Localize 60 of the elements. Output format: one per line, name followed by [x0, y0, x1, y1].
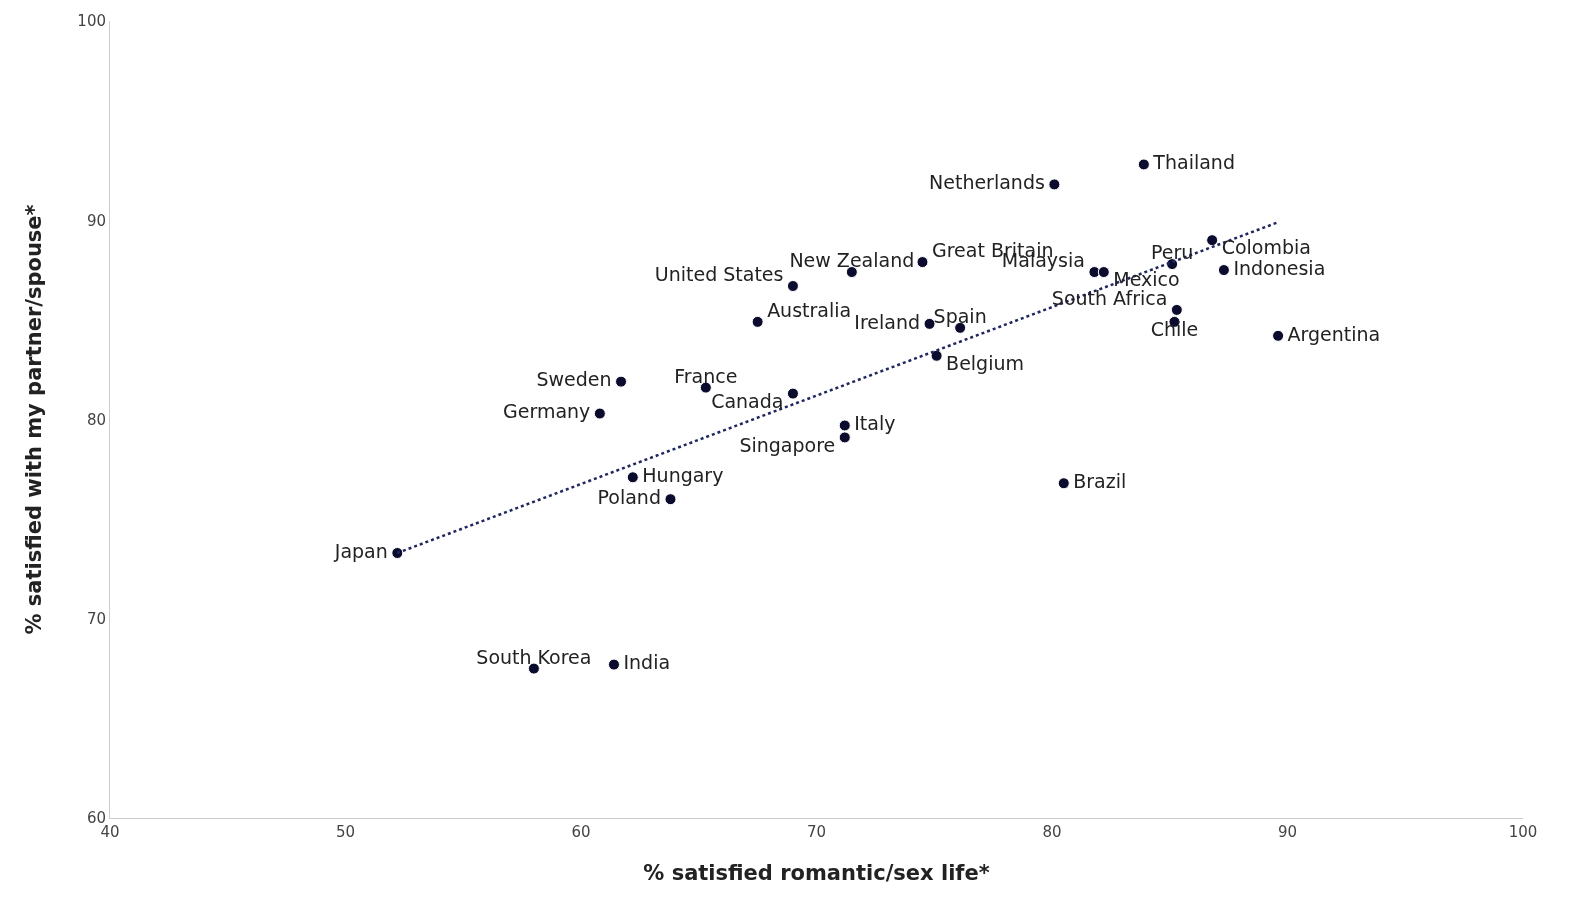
annotation: New Zealand [789, 249, 915, 272]
annotation: Ireland [854, 310, 921, 333]
annotation: Poland [588, 485, 671, 508]
x-tick-label: 80 [1042, 823, 1062, 841]
point [838, 419, 851, 432]
annotation: France [664, 364, 747, 387]
point [664, 493, 677, 506]
annotation: South Korea [466, 645, 601, 668]
y-axis-title: % satisfied with my partner/spouse* [21, 204, 46, 635]
point [1097, 266, 1110, 279]
point [838, 431, 851, 444]
point [916, 256, 929, 269]
x-tick-label: 40 [100, 823, 120, 841]
annotation: Germany [493, 400, 600, 423]
annotation: Canada [701, 389, 793, 412]
point [751, 315, 764, 328]
x-tick-label: 60 [571, 823, 591, 841]
point [1217, 264, 1230, 277]
point [1170, 303, 1183, 316]
point [626, 471, 639, 484]
annotation: Colombia [1212, 236, 1321, 259]
x-tick-label: 100 [1508, 823, 1538, 841]
annotation: Hungary [632, 464, 733, 487]
point [930, 349, 943, 362]
point [593, 407, 606, 420]
point [786, 387, 799, 400]
y-tick-label: 100 [77, 12, 106, 31]
annotation: United States [654, 263, 784, 286]
point [391, 547, 404, 559]
annotation: Italy [844, 412, 905, 435]
point [845, 266, 858, 279]
x-axis-title: % satisfied romantic/sex life* [643, 861, 990, 886]
point [607, 658, 620, 671]
annotation: Spain [924, 305, 997, 328]
point [1206, 234, 1219, 247]
annotation: Singapore [729, 433, 845, 456]
annotation: India [613, 651, 680, 674]
x-tick-label: 90 [1277, 823, 1298, 841]
annotation: Peru [1141, 241, 1203, 264]
point [1137, 158, 1150, 171]
x-tick-label: 70 [806, 823, 827, 841]
annotation: Australia [767, 299, 852, 322]
annotation: Indonesia [1223, 256, 1335, 279]
annotation: Netherlands [919, 171, 1055, 194]
annotation: Japan [325, 539, 398, 562]
y-tick-label: 90 [86, 211, 106, 230]
point [615, 375, 628, 388]
annotation: Argentina [1278, 322, 1390, 345]
y-tick-label: 70 [86, 610, 106, 628]
annotation: Sweden [526, 368, 622, 391]
annotation: Thailand [1143, 151, 1245, 174]
point [1057, 477, 1070, 490]
point [786, 280, 799, 292]
point [1048, 178, 1061, 191]
y-tick-label: 80 [86, 410, 106, 429]
point [527, 662, 540, 675]
point [1272, 329, 1285, 342]
annotation: Brazil [1063, 470, 1136, 493]
annotation: Belgium [936, 351, 1034, 374]
x-tick-label: 50 [335, 823, 356, 841]
